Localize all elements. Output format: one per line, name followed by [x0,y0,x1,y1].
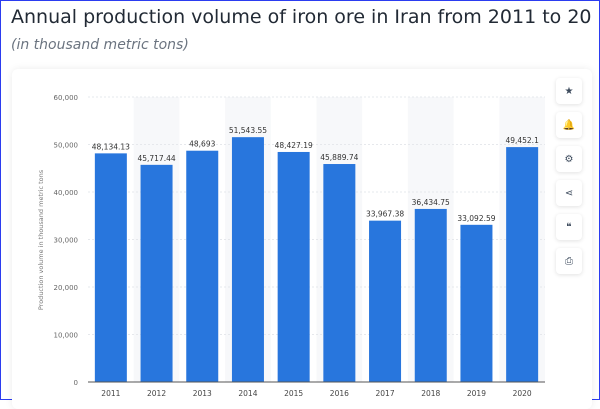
bar [231,137,264,382]
bar [460,224,493,382]
y-tick-label: 60,000 [54,94,79,102]
x-tick-label: 2018 [421,389,440,398]
data-label: 51,543.55 [229,126,267,135]
star-icon: ★ [564,85,574,97]
bar [277,151,310,382]
data-label: 49,452.1 [505,136,539,145]
star-button[interactable]: ★ [556,78,582,104]
share-icon: ⋖ [564,187,574,199]
data-label: 48,134.13 [92,142,130,151]
bar-chart: 0 10,000 20,000 30,000 40,000 50,000 60,000 48,… [37,94,545,398]
x-tick-label: 2013 [193,389,212,398]
y-axis-label: Production volume in thousand metric ton… [37,169,45,310]
quote-icon: ❝ [566,221,572,233]
bar [186,150,219,382]
x-tick-label: 2016 [330,389,349,398]
bell-icon: 🔔 [562,119,576,131]
chart-toolbar: ★ 🔔 ⚙ ⋖ ❝ ⎙ [556,78,582,282]
data-label: 33,092.59 [457,214,495,223]
quote-button[interactable]: ❝ [556,214,582,240]
x-tick-label: 2012 [147,389,166,398]
x-tick-label: 2011 [101,389,120,398]
x-tick-label: 2020 [513,389,532,398]
gear-button[interactable]: ⚙ [556,146,582,172]
data-label: 48,693 [189,140,215,149]
y-tick-label: 50,000 [54,142,79,150]
bar [94,153,127,382]
data-label: 33,967.38 [366,210,404,219]
y-tick-label: 0 [74,379,78,387]
print-icon: ⎙ [565,255,573,267]
y-tick-label: 30,000 [54,237,79,245]
chart-subtitle: (in thousand metric tons) [11,37,189,53]
gear-icon: ⚙ [564,153,574,165]
data-label: 36,434.75 [412,198,450,207]
bar [506,147,539,382]
x-tick-label: 2014 [238,389,257,398]
bar [414,208,447,382]
data-label: 45,889.74 [320,153,358,162]
data-label: 48,427.19 [275,141,313,150]
y-tick-label: 10,000 [54,332,79,340]
bar [140,164,173,382]
bar [369,220,402,382]
share-button[interactable]: ⋖ [556,180,582,206]
print-button[interactable]: ⎙ [556,248,582,274]
x-tick-label: 2019 [467,389,486,398]
data-label: 45,717.44 [137,154,175,163]
y-tick-label: 20,000 [54,284,79,292]
chart-title: Annual production volume of iron ore in … [11,6,592,28]
x-tick-label: 2017 [376,389,395,398]
x-tick-label: 2015 [284,389,303,398]
bar [323,164,356,382]
y-tick-label: 40,000 [54,189,79,197]
bell-button[interactable]: 🔔 [556,112,582,138]
